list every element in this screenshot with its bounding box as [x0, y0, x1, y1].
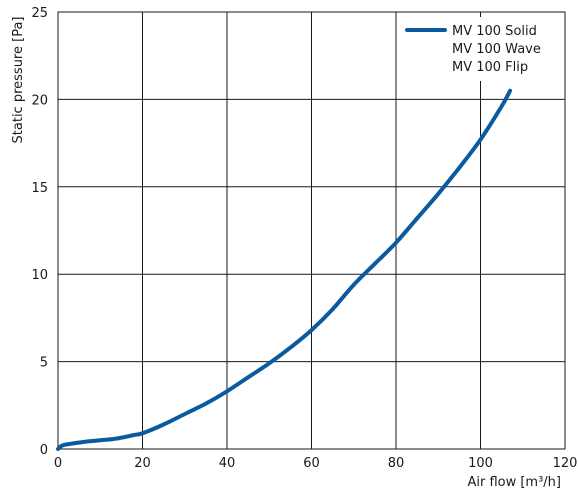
legend-entry-mv-100-flip: MV 100 Flip: [452, 60, 528, 75]
x-tick-label: 0: [54, 456, 62, 471]
y-axis-title: Static pressure [Pa]: [11, 17, 26, 144]
tick-labels: 0 20 40 60 80 100 120 0 5 10 15 20 25: [31, 6, 577, 471]
y-tick-label: 10: [31, 268, 48, 283]
legend-background: [398, 17, 562, 81]
x-tick-label: 120: [553, 456, 578, 471]
x-tick-label: 20: [134, 456, 151, 471]
x-tick-label: 80: [388, 456, 405, 471]
plot-frame: [57, 11, 566, 450]
legend-entry-mv-100-solid: MV 100 Solid: [452, 24, 537, 39]
x-tick-label: 60: [303, 456, 320, 471]
x-tick-label: 100: [468, 456, 493, 471]
y-tick-label: 0: [40, 443, 48, 458]
legend: MV 100 Solid MV 100 Wave MV 100 Flip: [398, 17, 562, 81]
x-tick-label: 40: [219, 456, 236, 471]
y-tick-label: 20: [31, 93, 48, 108]
legend-entry-mv-100-wave: MV 100 Wave: [452, 42, 541, 57]
series-line-mv-100-solid: [56, 88, 513, 451]
y-tick-label: 5: [40, 356, 48, 371]
y-tick-label: 25: [31, 6, 48, 21]
y-tick-label: 15: [31, 181, 48, 196]
grid: [58, 12, 565, 449]
x-axis-title: Air flow [m³/h]: [467, 475, 561, 490]
